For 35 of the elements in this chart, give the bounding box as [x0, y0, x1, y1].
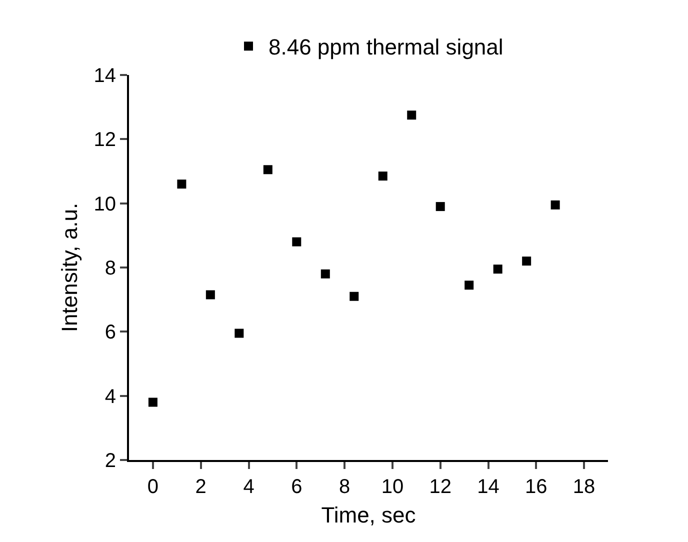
point — [436, 202, 445, 212]
y-tick-label: 2 — [104, 450, 116, 472]
y-tick-label: 12 — [94, 129, 116, 152]
point — [206, 290, 215, 300]
point — [177, 180, 186, 189]
x-tick-label: 10 — [381, 476, 404, 498]
x-tick-label: 0 — [147, 476, 159, 498]
y-tick-label: 14 — [94, 65, 116, 87]
point — [407, 110, 416, 120]
x-tick-label: 12 — [429, 476, 452, 498]
x-tick-label: 8 — [338, 476, 350, 498]
x-tick-label: 6 — [291, 476, 302, 498]
point — [522, 256, 532, 266]
point — [378, 172, 388, 181]
y-tick-label: 10 — [94, 193, 116, 216]
point — [263, 165, 272, 174]
point — [234, 328, 244, 338]
x-tick-label: 16 — [525, 476, 548, 498]
point — [550, 200, 560, 210]
point — [320, 269, 330, 278]
x-tick-label: 18 — [572, 476, 596, 498]
x-tick-label: 2 — [195, 476, 206, 498]
point — [148, 398, 158, 407]
legend-label: 8.46 ppm thermal signal — [268, 34, 504, 60]
point — [292, 237, 302, 246]
y-axis-title: Intensity, a.u. — [57, 202, 82, 332]
x-tick-label: 14 — [477, 476, 500, 498]
y-tick-label: 4 — [104, 386, 116, 408]
x-axis-title: Time, sec — [321, 502, 416, 528]
x-tick-label: 4 — [243, 476, 254, 498]
point — [464, 280, 474, 290]
y-tick-label: 8 — [104, 258, 116, 280]
point — [493, 264, 502, 274]
point — [350, 292, 359, 301]
y-tick-label: 6 — [104, 322, 116, 344]
